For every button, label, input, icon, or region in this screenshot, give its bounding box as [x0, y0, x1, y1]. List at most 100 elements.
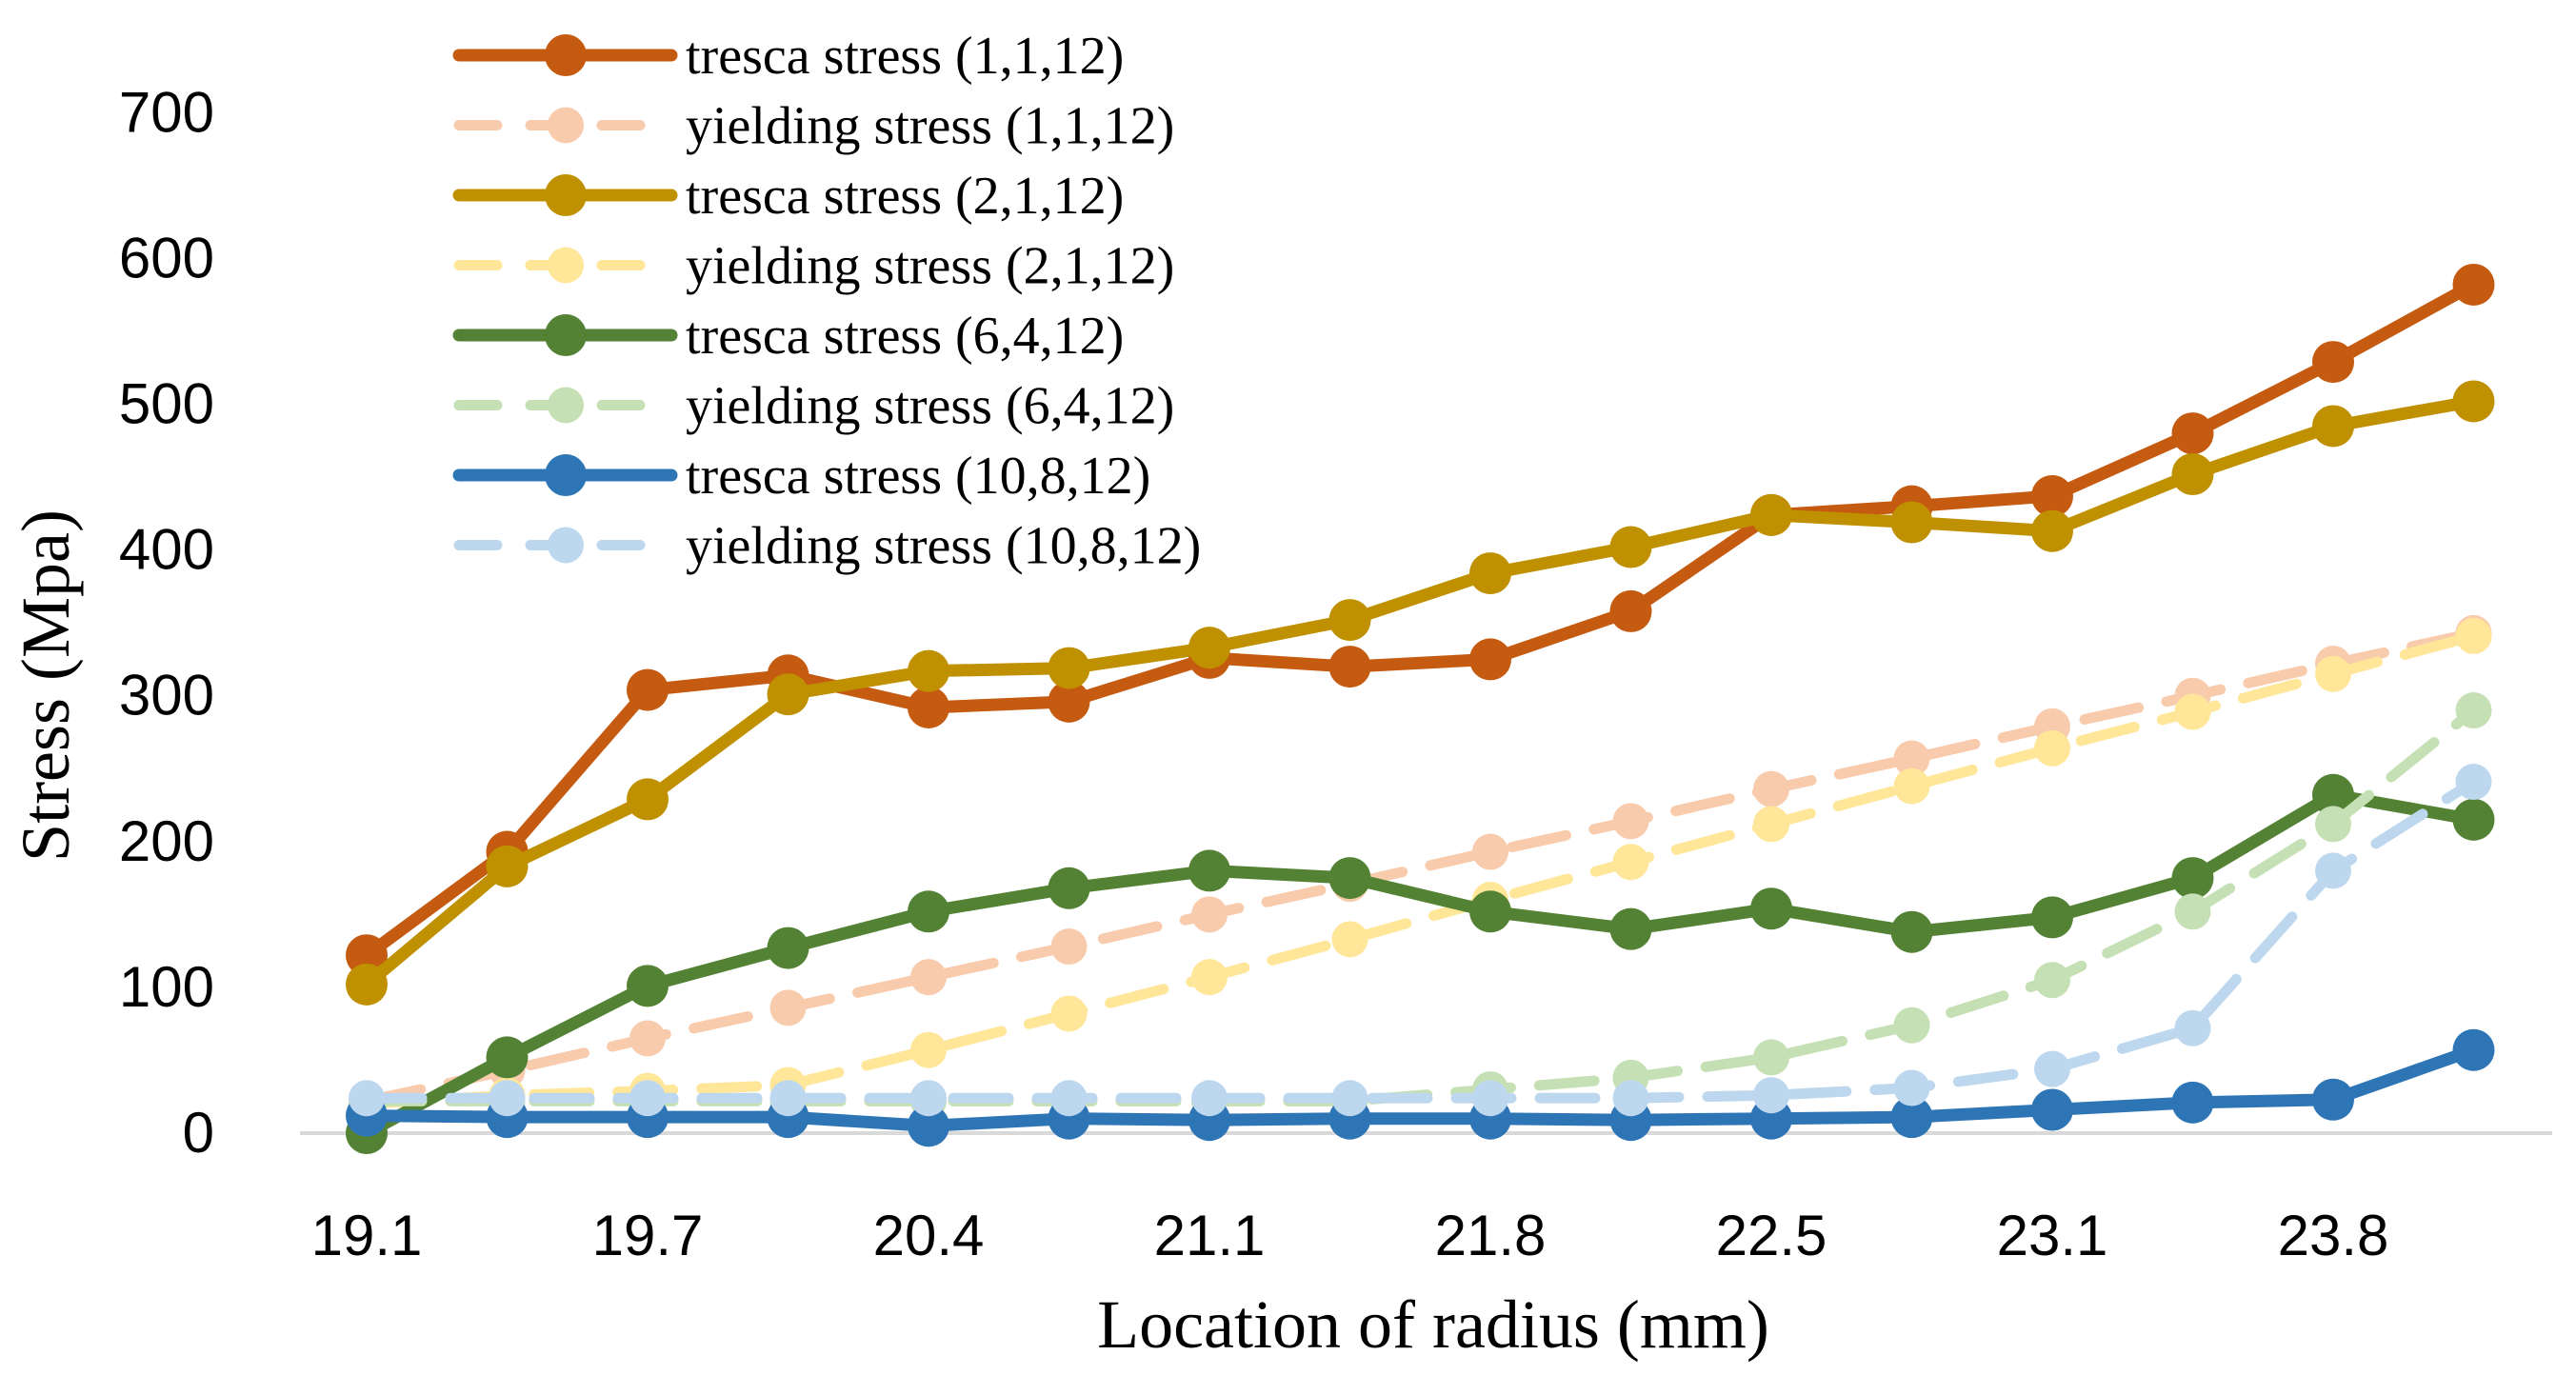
x-tick-label: 19.1 — [311, 1204, 423, 1267]
y-tick-label: 100 — [119, 955, 214, 1019]
legend-label: tresca stress (2,1,12) — [686, 167, 1124, 226]
data-point — [1753, 806, 1789, 843]
legend-swatch-marker — [548, 527, 584, 564]
data-point — [1753, 770, 1789, 807]
legend-swatch-marker — [545, 314, 587, 356]
y-tick-label: 700 — [119, 80, 214, 144]
legend-swatch-marker — [545, 454, 587, 496]
data-point — [346, 963, 388, 1006]
legend-item: tresca stress (2,1,12) — [452, 167, 1124, 226]
legend-label: yielding stress (10,8,12) — [686, 517, 1201, 576]
data-point — [1890, 1096, 1933, 1139]
data-point — [769, 989, 807, 1026]
series-0 — [346, 263, 2495, 977]
data-point — [767, 927, 809, 969]
series-line — [360, 278, 2480, 962]
legend-label: tresca stress (6,4,12) — [686, 307, 1124, 366]
x-tick-label: 21.1 — [1154, 1204, 1266, 1267]
data-point — [1469, 638, 1511, 681]
data-point — [1048, 647, 1090, 689]
data-point — [1191, 896, 1228, 933]
legend-swatch-marker — [548, 387, 584, 424]
x-axis-title: Location of radius (mm) — [1097, 1286, 1769, 1363]
legend-item: yielding stress (2,1,12) — [453, 237, 1174, 296]
data-point — [1750, 493, 1792, 536]
data-point — [1890, 501, 1933, 544]
data-point — [627, 778, 669, 821]
data-point — [1188, 849, 1230, 892]
legend-swatch-marker — [545, 34, 587, 76]
x-tick-label: 22.5 — [1716, 1204, 1827, 1267]
series-2 — [346, 380, 2495, 1006]
data-point — [1612, 803, 1649, 840]
series-line — [360, 394, 2480, 991]
data-point — [1328, 646, 1371, 688]
data-point — [769, 1080, 807, 1117]
data-point — [2031, 1088, 2073, 1131]
data-point — [1893, 1069, 1930, 1106]
data-point — [2312, 341, 2354, 384]
legend-label: tresca stress (1,1,12) — [686, 27, 1124, 86]
data-point — [1188, 627, 1230, 669]
legend-item: yielding stress (1,1,12) — [453, 97, 1174, 156]
data-point — [1331, 1080, 1368, 1117]
legend-label: tresca stress (10,8,12) — [686, 447, 1150, 506]
data-point — [2452, 263, 2495, 306]
data-point — [349, 1080, 385, 1117]
series-line — [361, 630, 2479, 1109]
data-point — [1191, 1080, 1228, 1117]
data-point — [2312, 773, 2354, 816]
data-point — [2452, 380, 2495, 423]
data-point — [1609, 907, 1652, 950]
data-point — [1331, 921, 1368, 958]
data-point — [2312, 1078, 2354, 1121]
data-point — [1893, 767, 1930, 805]
data-point — [1612, 844, 1649, 881]
data-point — [346, 934, 388, 977]
x-axis-ticks: 19.1 19.7 20.4 21.1 21.8 22.5 23.1 23.8 — [311, 1204, 2389, 1267]
x-tick-label: 23.8 — [2278, 1204, 2389, 1267]
data-point — [1472, 1080, 1508, 1117]
data-point — [1893, 740, 1930, 777]
data-point — [910, 959, 947, 996]
data-point — [2031, 474, 2073, 517]
data-point — [910, 1031, 947, 1068]
data-point — [629, 1020, 666, 1057]
legend-swatch-marker — [548, 247, 584, 284]
data-point — [2034, 729, 2070, 767]
y-axis-ticks: 0 100 200 300 400 500 600 700 — [119, 80, 214, 1165]
data-point — [2174, 893, 2211, 930]
y-tick-label: 200 — [119, 809, 214, 873]
data-point — [2171, 1081, 2214, 1124]
data-point — [1893, 1006, 1930, 1044]
data-point — [2034, 1050, 2070, 1087]
data-point — [1753, 1077, 1789, 1114]
series-line — [360, 1044, 2480, 1132]
series-line — [361, 776, 2479, 1104]
data-point — [1048, 867, 1090, 909]
x-tick-label: 21.8 — [1435, 1204, 1547, 1267]
y-tick-label: 600 — [119, 226, 214, 289]
data-point — [1191, 959, 1228, 996]
legend-label: yielding stress (2,1,12) — [686, 237, 1174, 296]
data-point — [627, 965, 669, 1007]
data-point — [2174, 693, 2211, 730]
data-point — [2455, 617, 2492, 654]
data-point — [2312, 405, 2354, 448]
data-point — [2034, 962, 2070, 999]
series-4 — [346, 773, 2495, 1154]
data-point — [908, 890, 949, 933]
data-point — [1472, 833, 1508, 870]
y-tick-label: 400 — [119, 518, 214, 582]
data-point — [489, 1080, 526, 1117]
series-layer — [346, 263, 2495, 1154]
data-point — [1890, 910, 1933, 953]
data-point — [908, 686, 949, 728]
legend-item: tresca stress (1,1,12) — [452, 27, 1124, 86]
data-point — [2031, 509, 2073, 552]
data-point — [2452, 798, 2495, 841]
series-line — [360, 788, 2480, 1140]
data-point — [2171, 857, 2214, 900]
series-7 — [349, 764, 2492, 1117]
x-tick-label: 19.7 — [592, 1204, 704, 1267]
